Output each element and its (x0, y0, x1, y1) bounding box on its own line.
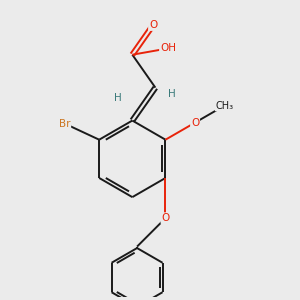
Text: H: H (168, 88, 176, 98)
Text: O: O (149, 20, 157, 30)
Text: H: H (114, 94, 122, 103)
Text: OH: OH (160, 44, 176, 53)
Text: Br: Br (59, 118, 70, 129)
Text: O: O (191, 118, 199, 128)
Text: CH₃: CH₃ (216, 100, 234, 110)
Text: O: O (161, 213, 169, 223)
